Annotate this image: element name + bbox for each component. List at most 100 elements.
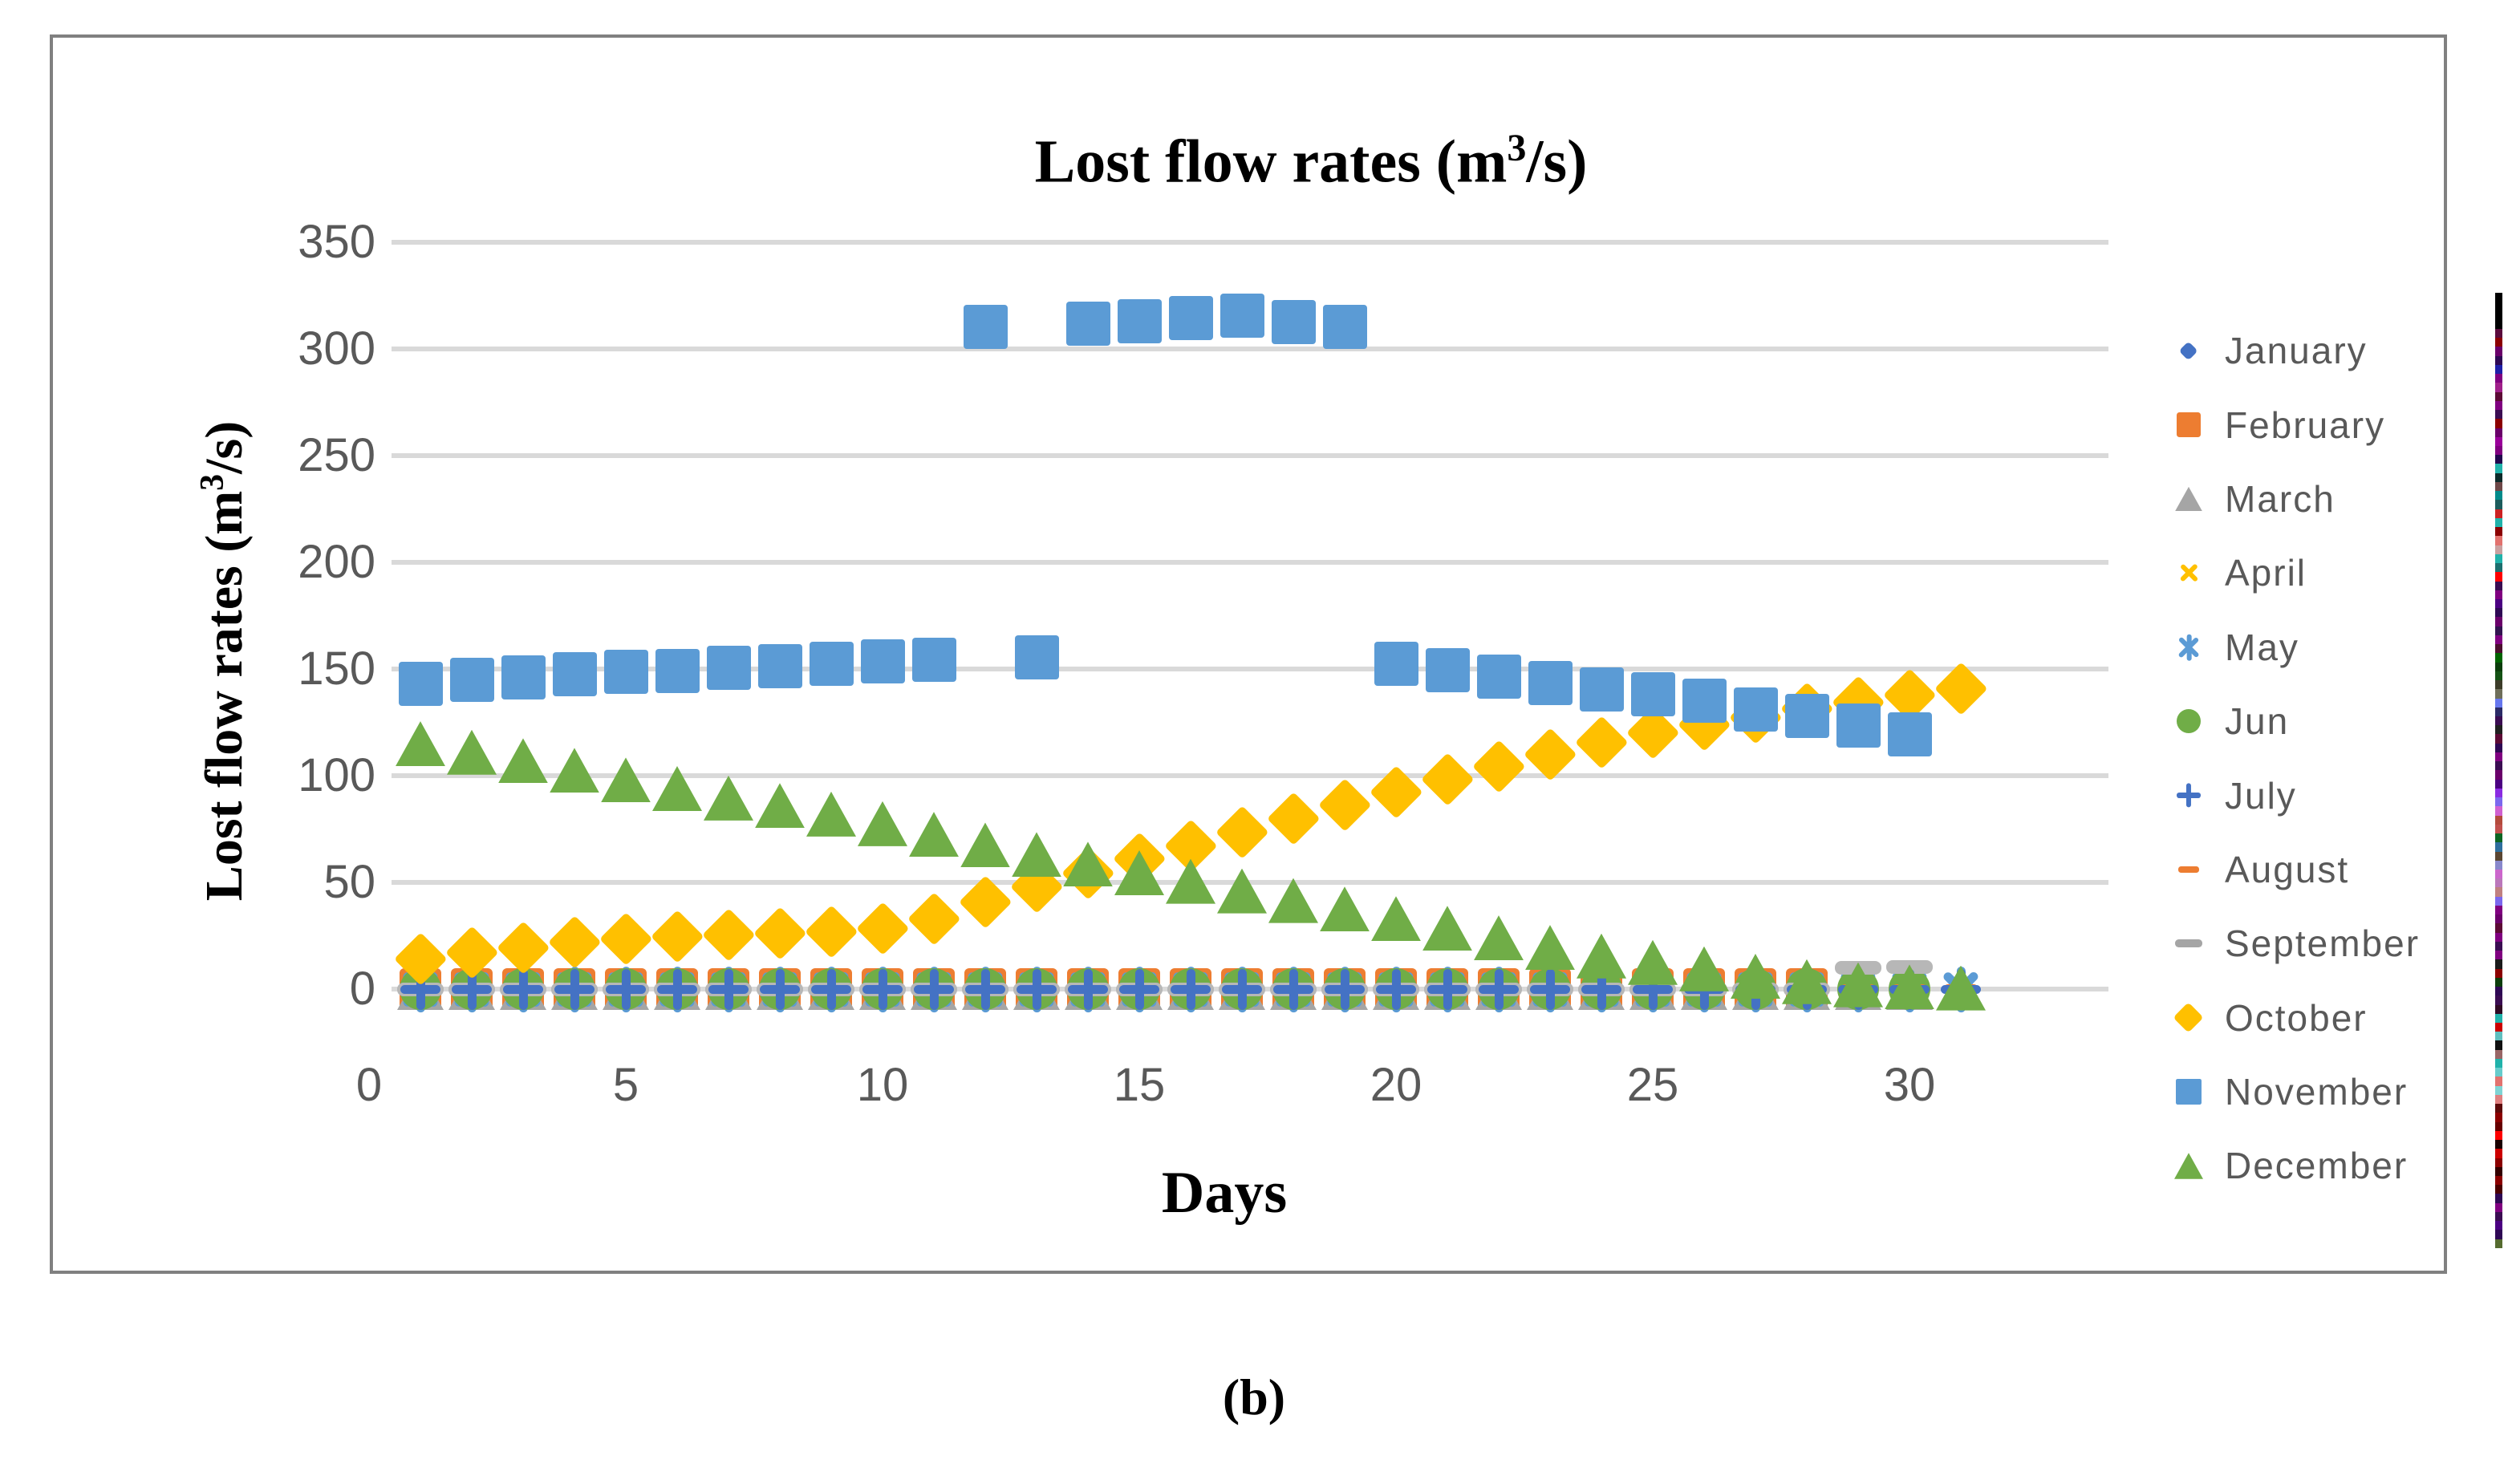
strip-segment [2495, 698, 2502, 708]
marker-july-day-7 [708, 968, 749, 1010]
marker-october-day-7 [701, 908, 755, 962]
strip-segment [2495, 545, 2502, 554]
strip-segment [2495, 428, 2502, 437]
strip-segment [2495, 310, 2502, 320]
strip-segment [2495, 383, 2502, 392]
marker-december-day-10 [858, 801, 907, 846]
strip-segment [2495, 355, 2502, 365]
legend-item-jun: Jun [2139, 684, 2492, 758]
strip-segment [2495, 347, 2502, 356]
strip-segment [2495, 1130, 2502, 1141]
marker-november-day-6 [655, 649, 700, 694]
marker-november-day-9 [809, 641, 854, 686]
marker-november-day-27 [1733, 687, 1778, 732]
marker-july-day-9 [810, 968, 852, 1010]
diamond-icon [2161, 990, 2217, 1046]
legend-item-august: August [2139, 833, 2492, 906]
marker-october-day-31 [1934, 661, 1987, 715]
marker-november-day-3 [501, 655, 546, 700]
strip-segment [2495, 815, 2502, 825]
marker-december-day-7 [704, 775, 753, 821]
legend-item-november: November [2139, 1055, 2492, 1129]
gridline-y-250 [392, 453, 2108, 458]
strip-segment [2495, 1077, 2502, 1086]
strip-segment [2495, 689, 2502, 699]
y-tick-label-350: 350 [298, 216, 375, 268]
strip-segment [2495, 797, 2502, 807]
marker-december-day-24 [1577, 933, 1626, 979]
strip-segment [2495, 779, 2502, 789]
strip-segment [2495, 1230, 2502, 1239]
marker-july-day-11 [913, 968, 955, 1010]
strip-segment [2495, 951, 2502, 960]
strip-segment [2495, 932, 2502, 942]
strip-segment [2495, 1194, 2502, 1203]
marker-july-day-24 [1581, 968, 1622, 1010]
gridline-y-200 [392, 560, 2108, 565]
strip-segment [2495, 328, 2502, 339]
x-tick-label-25: 25 [1626, 1059, 1679, 1111]
marker-october-day-23 [1523, 728, 1577, 781]
marker-july-day-25 [1632, 968, 1674, 1010]
strip-segment [2495, 887, 2502, 897]
strip-segment [2495, 1140, 2502, 1149]
strip-segment [2495, 1085, 2502, 1095]
strip-segment [2495, 1202, 2502, 1212]
strip-segment [2495, 788, 2502, 798]
strip-segment [2495, 536, 2502, 545]
marker-july-day-4 [554, 968, 595, 1010]
strip-segment [2495, 1058, 2502, 1068]
x-icon [2161, 545, 2217, 601]
marker-october-day-24 [1574, 716, 1628, 769]
marker-october-day-1 [393, 932, 447, 986]
legend-label-september: September [2225, 922, 2421, 965]
strip-segment [2495, 1022, 2502, 1032]
marker-december-day-5 [601, 757, 651, 803]
plus-icon [2161, 768, 2217, 824]
strip-segment [2495, 302, 2502, 311]
legend-item-march: March [2139, 462, 2492, 536]
marker-december-day-23 [1525, 925, 1575, 971]
square-icon [2161, 397, 2217, 453]
square-icon [2161, 1064, 2217, 1120]
marker-july-day-22 [1478, 968, 1520, 1010]
strip-segment [2495, 1013, 2502, 1023]
marker-october-day-4 [547, 915, 601, 969]
strip-segment [2495, 1185, 2502, 1194]
marker-november-day-25 [1630, 672, 1675, 717]
strip-segment [2495, 1049, 2502, 1059]
marker-october-day-17 [1215, 805, 1268, 859]
strip-segment [2495, 572, 2502, 582]
marker-november-day-12 [963, 304, 1008, 349]
strip-segment [2495, 464, 2502, 473]
strip-segment [2495, 1113, 2502, 1122]
strip-segment [2495, 905, 2502, 915]
strip-segment [2495, 400, 2502, 411]
strip-segment [2495, 319, 2502, 329]
marker-november-day-16 [1168, 295, 1213, 340]
marker-november-day-10 [860, 639, 905, 684]
strip-segment [2495, 445, 2502, 456]
strip-segment [2495, 671, 2502, 681]
strip-segment [2495, 598, 2502, 609]
color-artifact-strip [2495, 293, 2502, 1249]
marker-october-day-12 [958, 874, 1012, 928]
strip-segment [2495, 1175, 2502, 1186]
y-tick-label-250: 250 [298, 429, 375, 481]
marker-november-day-8 [757, 643, 802, 688]
x-tick-label-30: 30 [1883, 1059, 1936, 1111]
marker-december-day-25 [1628, 939, 1678, 985]
legend-label-jun: Jun [2225, 700, 2290, 743]
marker-july-day-16 [1170, 968, 1211, 1010]
strip-segment [2495, 959, 2502, 969]
strip-segment [2495, 509, 2502, 518]
strip-segment [2495, 914, 2502, 924]
marker-july-day-6 [656, 968, 698, 1010]
legend-label-january: January [2225, 330, 2368, 372]
strip-segment [2495, 1239, 2502, 1248]
strip-segment [2495, 419, 2502, 428]
chart-border-box: Lost flow rates (m3/s) Lost flow rates (… [50, 34, 2502, 1274]
marker-july-day-8 [759, 968, 801, 1010]
marker-november-day-1 [398, 662, 443, 707]
